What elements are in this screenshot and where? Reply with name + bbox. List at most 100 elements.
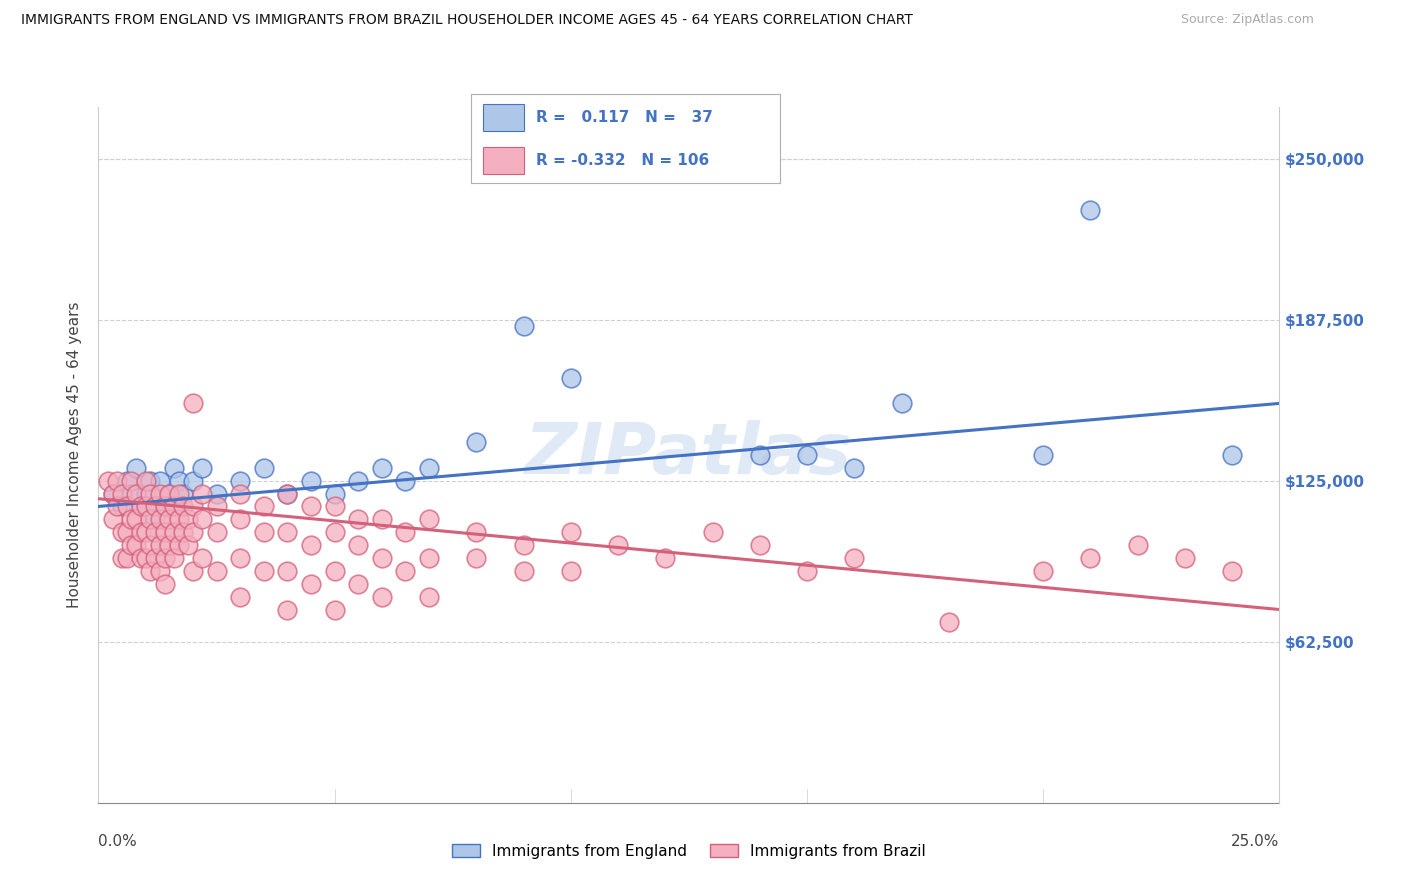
- Point: [167, 538, 190, 552]
- Point: [135, 500, 157, 514]
- Point: [115, 474, 138, 488]
- Point: [890, 396, 912, 410]
- Point: [181, 396, 204, 410]
- Point: [153, 500, 176, 514]
- Point: [347, 474, 370, 488]
- Point: [125, 460, 148, 475]
- Point: [1174, 551, 1197, 566]
- Point: [229, 590, 252, 604]
- Point: [115, 500, 138, 514]
- Point: [163, 551, 186, 566]
- Point: [1220, 564, 1243, 578]
- Point: [101, 486, 124, 500]
- Point: [1080, 551, 1102, 566]
- Point: [1220, 448, 1243, 462]
- Point: [323, 500, 346, 514]
- Point: [560, 525, 582, 540]
- Point: [163, 525, 186, 540]
- Text: 0.0%: 0.0%: [98, 834, 138, 849]
- Point: [167, 474, 190, 488]
- Point: [465, 525, 488, 540]
- Point: [157, 538, 180, 552]
- Point: [205, 486, 228, 500]
- Point: [115, 551, 138, 566]
- Legend: Immigrants from England, Immigrants from Brazil: Immigrants from England, Immigrants from…: [446, 838, 932, 864]
- Point: [748, 448, 770, 462]
- Point: [139, 486, 162, 500]
- Point: [143, 551, 166, 566]
- Point: [205, 500, 228, 514]
- Point: [465, 551, 488, 566]
- Point: [512, 319, 534, 334]
- Point: [276, 486, 298, 500]
- Point: [101, 512, 124, 526]
- Point: [1080, 203, 1102, 218]
- Point: [276, 602, 298, 616]
- Point: [121, 538, 143, 552]
- Point: [299, 474, 322, 488]
- Point: [512, 564, 534, 578]
- Point: [253, 525, 276, 540]
- Point: [163, 460, 186, 475]
- Point: [796, 564, 818, 578]
- Point: [153, 551, 176, 566]
- Point: [129, 525, 152, 540]
- Point: [177, 538, 200, 552]
- Point: [111, 500, 134, 514]
- Point: [172, 500, 194, 514]
- Point: [276, 525, 298, 540]
- Point: [97, 474, 120, 488]
- Point: [143, 500, 166, 514]
- Point: [121, 474, 143, 488]
- Point: [111, 525, 134, 540]
- Point: [125, 538, 148, 552]
- Point: [111, 551, 134, 566]
- Point: [139, 474, 162, 488]
- Point: [371, 460, 394, 475]
- Point: [607, 538, 630, 552]
- FancyBboxPatch shape: [484, 147, 523, 174]
- Point: [135, 474, 157, 488]
- Point: [323, 564, 346, 578]
- Point: [129, 500, 152, 514]
- Point: [253, 500, 276, 514]
- Y-axis label: Householder Income Ages 45 - 64 years: Householder Income Ages 45 - 64 years: [67, 301, 83, 608]
- Point: [139, 538, 162, 552]
- Point: [512, 538, 534, 552]
- FancyBboxPatch shape: [484, 104, 523, 131]
- Point: [121, 512, 143, 526]
- Point: [299, 576, 322, 591]
- Point: [748, 538, 770, 552]
- Point: [323, 525, 346, 540]
- Point: [153, 500, 176, 514]
- Point: [465, 435, 488, 450]
- Point: [157, 512, 180, 526]
- Point: [149, 512, 172, 526]
- Point: [418, 512, 440, 526]
- Point: [125, 486, 148, 500]
- Point: [191, 460, 214, 475]
- Point: [129, 500, 152, 514]
- Point: [153, 525, 176, 540]
- Point: [143, 525, 166, 540]
- Point: [560, 564, 582, 578]
- Point: [654, 551, 676, 566]
- Point: [394, 564, 416, 578]
- Point: [371, 512, 394, 526]
- Point: [167, 486, 190, 500]
- Point: [129, 551, 152, 566]
- Point: [191, 551, 214, 566]
- Text: Source: ZipAtlas.com: Source: ZipAtlas.com: [1181, 13, 1315, 27]
- Point: [347, 512, 370, 526]
- Point: [157, 486, 180, 500]
- Point: [181, 564, 204, 578]
- Point: [253, 564, 276, 578]
- Point: [149, 564, 172, 578]
- Point: [191, 512, 214, 526]
- Point: [253, 460, 276, 475]
- Text: ZIPatlas: ZIPatlas: [526, 420, 852, 490]
- Point: [153, 576, 176, 591]
- Point: [394, 474, 416, 488]
- Point: [139, 512, 162, 526]
- Point: [418, 590, 440, 604]
